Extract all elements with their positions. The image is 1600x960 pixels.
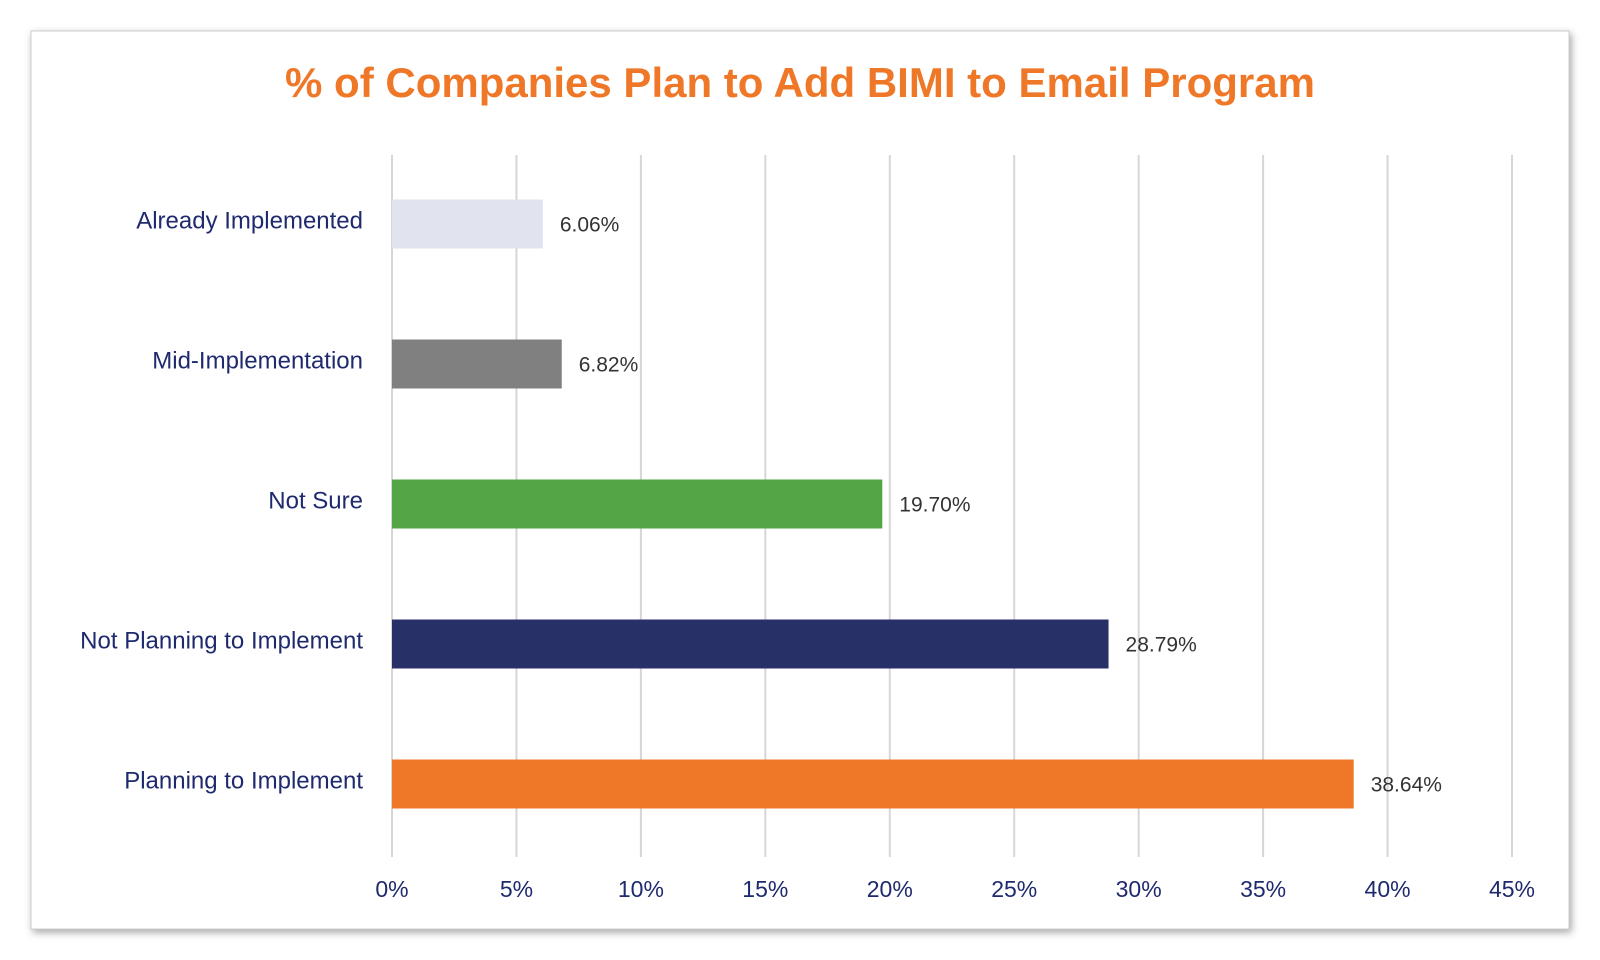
bar [392,199,543,249]
bar [392,619,1109,669]
value-label: 28.79% [1126,634,1197,657]
chart-title: % of Companies Plan to Add BIMI to Email… [285,59,1315,106]
bar [392,479,883,529]
y-tick-label: Planning to Implement [124,767,363,794]
bar [392,339,562,389]
plot: 0% 5% 10% 15% 20% 25% 30% 35% 40% 45% 6.06% Already… [80,155,1535,902]
x-tick-label: 0% [375,876,408,902]
x-tick-label: 10% [618,876,664,902]
value-label: 19.70% [899,494,970,517]
value-label: 6.06% [560,214,620,237]
value-label: 38.64% [1371,774,1442,797]
x-tick-label: 45% [1489,876,1535,902]
bar [392,759,1354,809]
y-tick-label: Not Planning to Implement [80,627,363,654]
x-tick-label: 25% [991,876,1037,902]
x-tick-label: 5% [500,876,533,902]
y-tick-label: Already Implemented [136,207,363,234]
y-tick-label: Not Sure [268,487,363,514]
x-tick-label: 15% [742,876,788,902]
x-tick-label: 35% [1240,876,1286,902]
x-tick-label: 40% [1365,876,1411,902]
value-label: 6.82% [579,354,639,377]
x-tick-label: 20% [867,876,913,902]
y-tick-label: Mid-Implementation [152,347,363,374]
x-tick-label: 30% [1116,876,1162,902]
